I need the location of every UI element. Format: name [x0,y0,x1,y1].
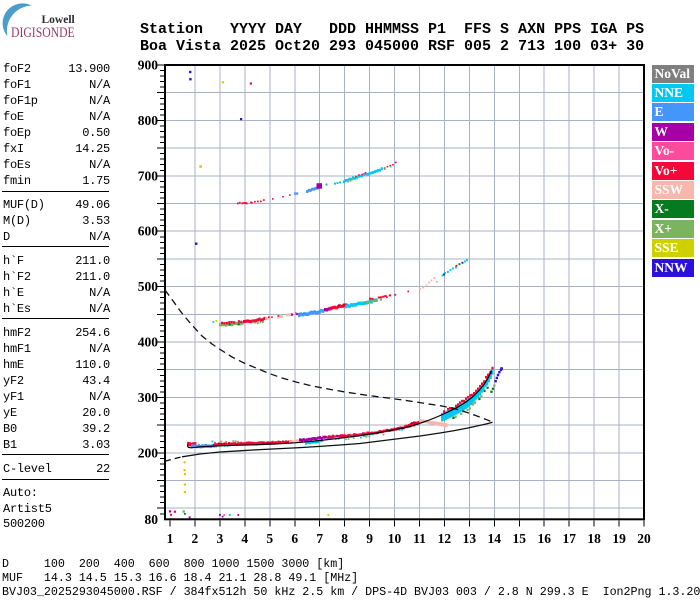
svg-text:8: 8 [341,531,348,546]
svg-text:300: 300 [138,390,159,405]
svg-text:9: 9 [366,531,373,546]
svg-text:16: 16 [537,531,551,546]
svg-text:7: 7 [316,531,323,546]
svg-text:800: 800 [138,113,159,128]
svg-text:19: 19 [612,531,626,546]
svg-text:200: 200 [138,445,159,460]
svg-text:1: 1 [167,531,174,546]
svg-text:14: 14 [488,531,502,546]
svg-text:12: 12 [438,531,452,546]
svg-text:400: 400 [138,335,159,350]
svg-text:11: 11 [413,531,426,546]
svg-text:17: 17 [562,531,576,546]
svg-text:700: 700 [138,168,159,183]
svg-text:15: 15 [513,531,527,546]
svg-text:20: 20 [637,531,651,546]
svg-text:80: 80 [145,512,159,527]
svg-text:900: 900 [138,58,159,73]
svg-text:5: 5 [266,531,273,546]
svg-text:500: 500 [138,279,159,294]
svg-text:600: 600 [138,224,159,239]
svg-text:18: 18 [587,531,601,546]
svg-text:6: 6 [291,531,298,546]
svg-text:3: 3 [217,531,224,546]
svg-text:13: 13 [463,531,477,546]
svg-text:2: 2 [192,531,199,546]
svg-text:10: 10 [388,531,402,546]
svg-text:4: 4 [241,531,248,546]
